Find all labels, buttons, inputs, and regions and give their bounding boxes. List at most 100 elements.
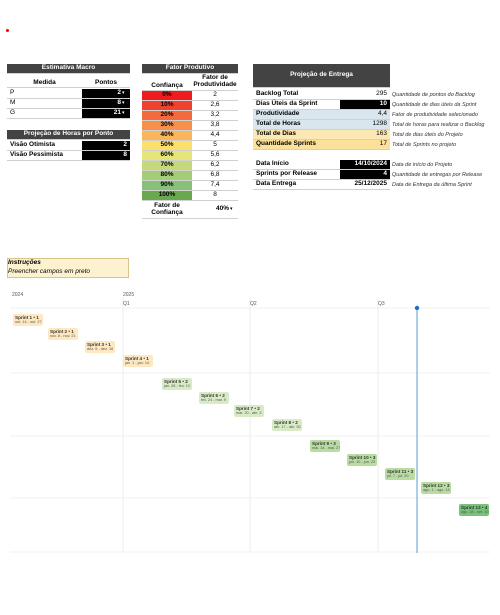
factor: 6,8 — [192, 171, 238, 181]
row-label: Sprints por Release — [253, 170, 340, 180]
row-value: 4,4 — [340, 110, 390, 120]
row-label: Data Início — [253, 160, 340, 170]
confidence: 30% — [142, 121, 192, 131]
sprint-name: Sprint 12 • 3 — [423, 483, 450, 488]
factor: 4,4 — [192, 131, 238, 141]
factor: 3,8 — [192, 121, 238, 131]
sprint-bar[interactable]: Sprint 13 • 4 ago. 28 - set. 10 — [459, 504, 489, 516]
confidence: 90% — [142, 181, 192, 191]
confidence: 20% — [142, 111, 192, 121]
table-title: Estimativa Macro — [7, 64, 130, 74]
year-label: 2025 — [123, 292, 135, 298]
sprint-name: Sprint 1 • 1 — [15, 315, 39, 320]
sprint-dates: dez. 5 - dez. 18 — [87, 347, 114, 351]
sprint-name: Sprint 2 • 1 — [50, 329, 74, 334]
sprint-name: Sprint 11 • 3 — [387, 469, 414, 474]
sprint-dates: jan. 28 - fev. 10 — [164, 384, 190, 388]
points-input[interactable]: 21 — [82, 109, 130, 119]
confidence: 50% — [142, 141, 192, 151]
points-input[interactable]: 8 — [82, 99, 130, 109]
quarter-label: Q2 — [250, 301, 257, 307]
row-label: Total de Horas — [253, 120, 340, 130]
points-input[interactable]: 2 — [82, 89, 130, 99]
sprint-name: Sprint 8 • 2 — [274, 420, 298, 425]
sprint-bar[interactable]: Sprint 1 • 1 out. 14 - out. 27 — [13, 314, 43, 326]
row-value[interactable]: 14/10/2024 — [340, 160, 390, 170]
instructions-box — [7, 258, 129, 278]
sprint-dates: jun. 10 - jun. 23 — [349, 460, 376, 464]
hours-input[interactable]: 8 — [82, 151, 130, 161]
status-dot — [6, 29, 9, 32]
factor: 8 — [192, 191, 238, 201]
sprint-dates: ago. 1 - ago. 14 — [423, 488, 450, 492]
sprint-name: Sprint 4 • 1 — [125, 356, 149, 361]
sprint-dates: mai. 14 - mai. 27 — [312, 446, 340, 450]
sprint-name: Sprint 7 • 2 — [236, 406, 260, 411]
row-description: Total de Sprints no projeto — [392, 142, 457, 148]
row-value[interactable]: 4 — [340, 170, 390, 180]
sprint-bar[interactable]: Sprint 7 • 2 mar. 20 - abr. 3 — [234, 405, 264, 417]
row-label: Visão Otimista — [7, 141, 82, 151]
sprint-name: Sprint 6 • 2 — [201, 393, 225, 398]
confidence: 100% — [142, 191, 192, 201]
sprint-name: Sprint 5 • 2 — [164, 379, 188, 384]
table-title: Projeção de Horas por Ponto — [7, 130, 130, 140]
row-label: Visão Pessimista — [7, 151, 82, 161]
hours-input[interactable]: 2 — [82, 141, 130, 151]
size-label: M — [7, 99, 82, 109]
sprint-bar[interactable]: Sprint 9 • 3 mai. 14 - mai. 27 — [310, 440, 340, 452]
column-header: Fator de Produtividade — [192, 74, 238, 91]
row-value[interactable]: 10 — [340, 100, 390, 110]
sprint-dates: fev. 24 - mar. 9 — [201, 398, 227, 402]
year-label: 2024 — [12, 292, 24, 298]
sprint-name: Sprint 13 • 4 — [461, 505, 488, 510]
row-value: 163 — [340, 130, 390, 140]
row-label: Backlog Total — [253, 90, 340, 100]
sprint-bar[interactable]: Sprint 3 • 1 dez. 5 - dez. 18 — [85, 341, 115, 353]
row-value: 1298 — [340, 120, 390, 130]
dropdown-arrow: ▾ — [122, 90, 125, 97]
row-value: 25/12/2025 — [340, 180, 390, 190]
sprint-bar[interactable]: Sprint 10 • 3 jun. 10 - jun. 23 — [347, 454, 377, 466]
sprint-bar[interactable]: Sprint 8 • 2 abr. 17 - abr. 30 — [272, 419, 302, 431]
row-description: Quantidade de dias úteis da Sprint — [392, 102, 477, 108]
confidence: 0% — [142, 91, 192, 101]
row-description: Total de dias úteis do Projeto — [392, 132, 463, 138]
column-header: Medida — [7, 75, 82, 88]
sprint-dates: abr. 17 - abr. 30 — [274, 425, 301, 429]
row-label: Total de Dias — [253, 130, 340, 140]
sprint-bar[interactable]: Sprint 4 • 1 jan. 1 - jan. 14 — [123, 355, 153, 367]
sprint-dates: jan. 1 - jan. 14 — [125, 361, 150, 365]
sprint-bar[interactable]: Sprint 5 • 2 jan. 28 - fev. 10 — [162, 378, 192, 390]
sprint-bar[interactable]: Sprint 2 • 1 nov. 8 - nov. 21 — [48, 328, 78, 340]
factor: 6,2 — [192, 161, 238, 171]
size-label: P — [7, 89, 82, 99]
factor: 2 — [192, 91, 238, 101]
sprint-bar[interactable]: Sprint 6 • 2 fev. 24 - mar. 9 — [199, 392, 229, 404]
row-label: Data Entrega — [253, 180, 340, 190]
row-value: 17 — [340, 140, 390, 150]
sprint-bar[interactable]: Sprint 12 • 3 ago. 1 - ago. 14 — [421, 482, 451, 494]
factor: 3,2 — [192, 111, 238, 121]
confidence-select[interactable]: 40% — [192, 201, 238, 219]
row-description: Data de início do Projeto — [392, 162, 453, 168]
confidence: 40% — [142, 131, 192, 141]
sprint-dates: mar. 20 - abr. 3 — [236, 411, 262, 415]
factor: 5,6 — [192, 151, 238, 161]
row-description: Quantidade de entregas por Release — [392, 172, 483, 178]
confidence: 60% — [142, 151, 192, 161]
sprint-dates: nov. 8 - nov. 21 — [50, 334, 76, 338]
sprint-bar[interactable]: Sprint 11 • 3 jul. 7 - jul. 20 — [385, 468, 415, 480]
dropdown-arrow: ▾ — [230, 206, 233, 213]
sprint-name: Sprint 9 • 3 — [312, 441, 336, 446]
table-title: Fator Produtivo — [142, 64, 238, 74]
confidence: 10% — [142, 101, 192, 111]
confidence: 80% — [142, 171, 192, 181]
row-label: Dias Úteis da Sprint — [253, 100, 340, 110]
size-label: G — [7, 109, 82, 119]
row-label: Produtividade — [253, 110, 340, 120]
row-description: Quantidade de pontos do Backlog — [392, 92, 475, 98]
footer-label: Fator de Confiança — [142, 201, 192, 219]
table-title: Projeção de Entrega — [253, 64, 390, 88]
